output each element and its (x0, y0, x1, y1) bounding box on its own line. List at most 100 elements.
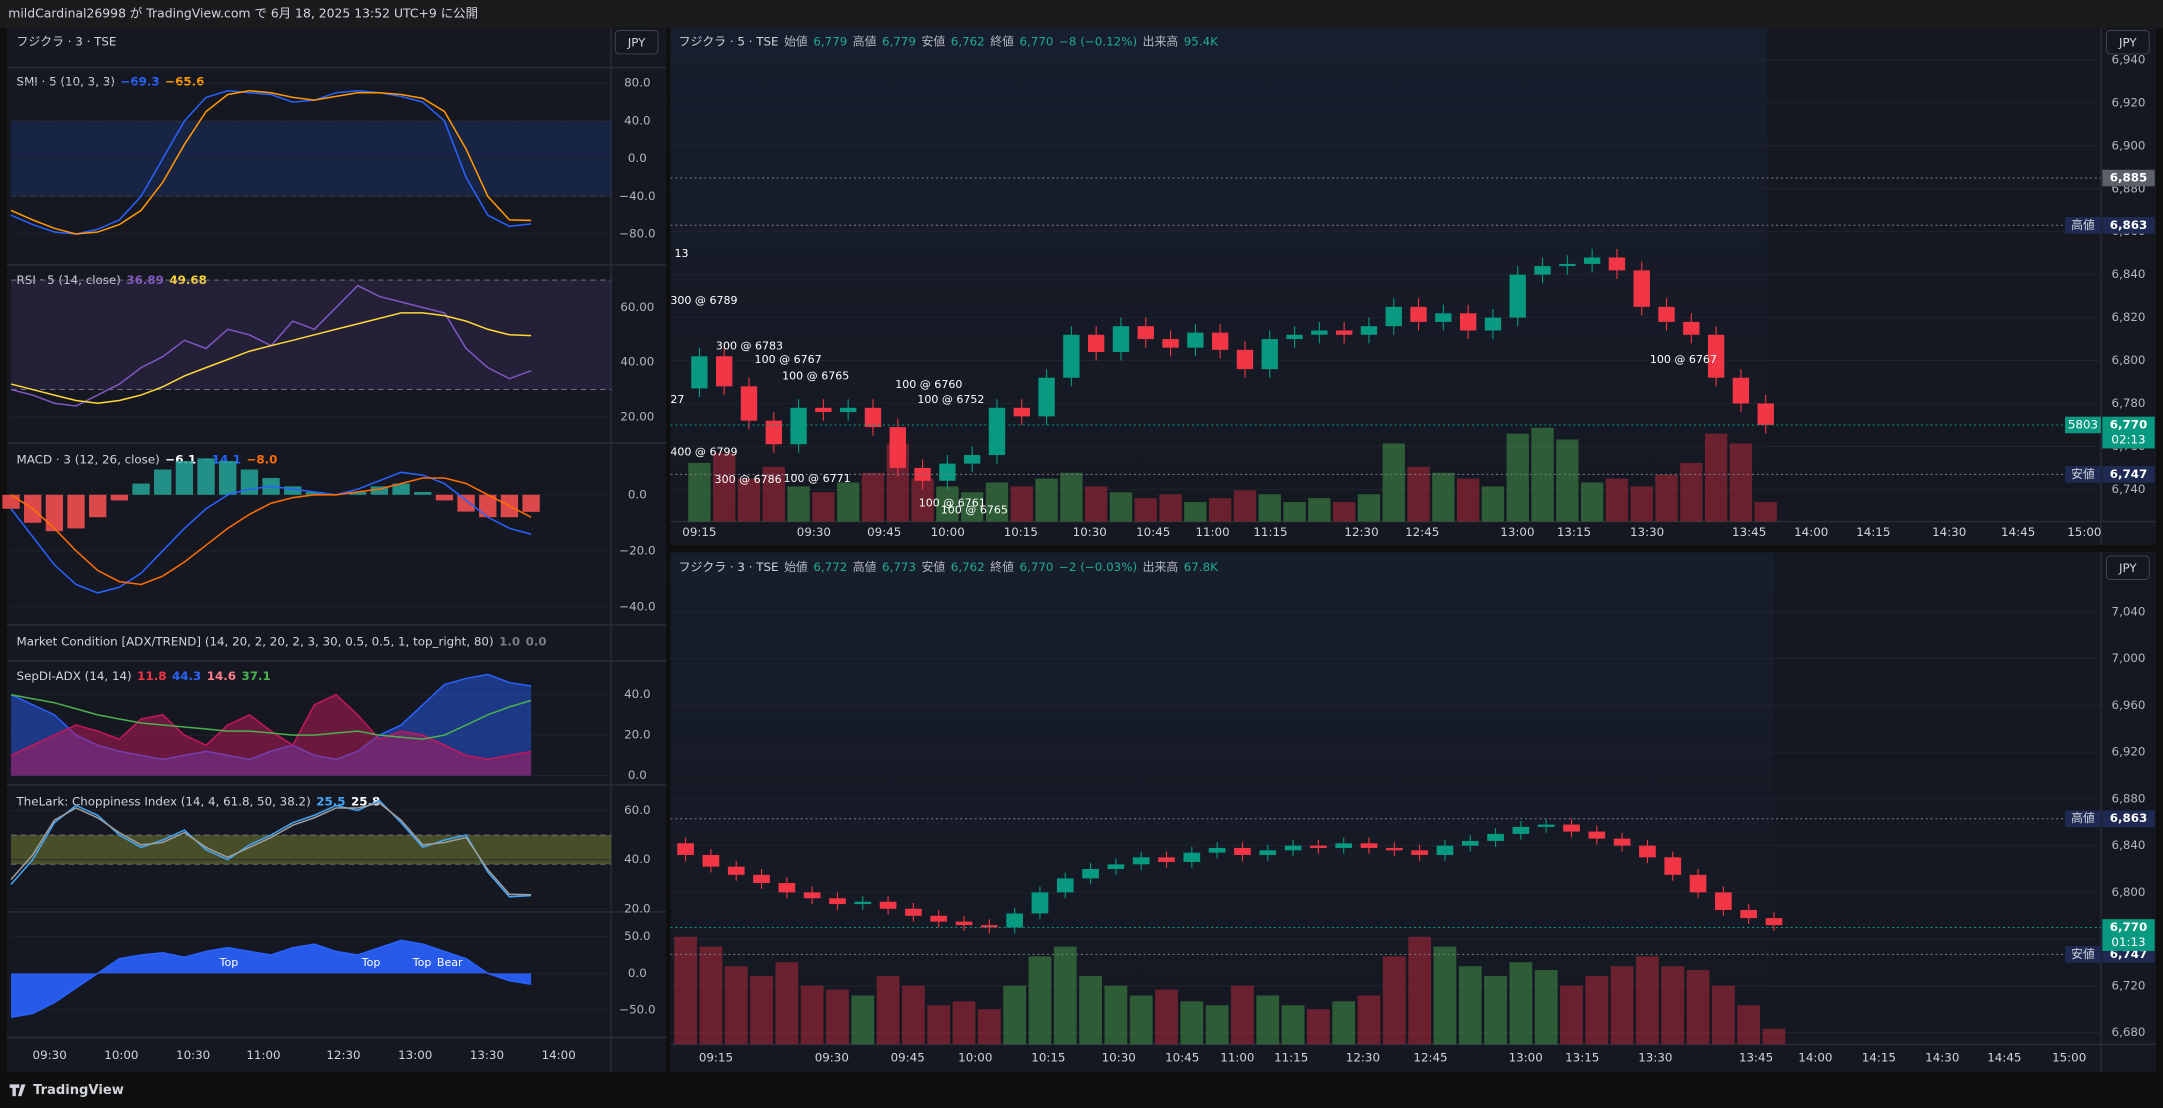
candle-body (677, 843, 694, 855)
y-tick-label: 0.0 (628, 487, 647, 501)
price-label: 6,885 (2110, 171, 2148, 185)
area (11, 694, 532, 776)
time-tick-label: 10:00 (931, 525, 965, 539)
time-tick-label: 13:30 (470, 1048, 504, 1062)
price-label: 6,747 (2110, 467, 2148, 481)
candle-body (1664, 857, 1682, 875)
volume-bar (1283, 502, 1306, 522)
volume-bar (762, 466, 785, 522)
candle-body (1410, 306, 1427, 322)
time-tick-label: 12:45 (1413, 1051, 1447, 1065)
currency-button[interactable] (614, 30, 659, 55)
candle-body (1183, 852, 1201, 862)
legend-item: TheLark: Choppiness Index (14, 4, 61.8, … (16, 794, 311, 808)
candle-body (1689, 874, 1707, 893)
candle-body (1236, 349, 1254, 370)
publish-info: mildCardinal26998 が TradingView.com で 6月… (8, 5, 478, 20)
time-tick-label: 14:30 (1932, 525, 1966, 539)
left-panel (6, 27, 667, 1072)
legend-item: 出来高 (1143, 34, 1179, 48)
histogram-bar (284, 486, 302, 495)
candle-body (1162, 339, 1179, 348)
volume-bar (1484, 975, 1507, 1045)
volume-bar (775, 962, 799, 1045)
candle-body (1284, 845, 1302, 851)
volume-bar (1028, 956, 1052, 1045)
candle-body (988, 407, 1006, 456)
price-tag: 安値 (2071, 947, 2095, 961)
time-tick-label: 14:15 (1862, 1051, 1896, 1065)
price-label: 6,863 (2110, 811, 2148, 825)
volume-bar (826, 989, 849, 1045)
badge: 5803 (2068, 417, 2098, 431)
last-price: 6,770 (2110, 417, 2148, 431)
candle-body (1013, 407, 1030, 417)
candle-body (980, 925, 998, 928)
legend-item: 安値 (922, 560, 946, 574)
candle-body (1459, 313, 1477, 331)
histogram-bar (522, 494, 540, 512)
volume-bar (1357, 995, 1381, 1045)
candle-body (691, 356, 708, 389)
volume-bar (1079, 975, 1102, 1045)
time-tick-label: 14:00 (1798, 1051, 1832, 1065)
candle-body (1613, 838, 1631, 846)
price-tick-label: 6,780 (2112, 396, 2146, 410)
time-tick-label: 09:30 (33, 1048, 67, 1062)
histogram-bar (392, 483, 410, 495)
volume-bar (688, 462, 711, 522)
candle-body (829, 898, 846, 905)
volume-bar (927, 1005, 951, 1045)
currency-button[interactable] (2105, 555, 2150, 581)
volume-bar (1580, 482, 1604, 522)
time-tick-label: 09:30 (815, 1051, 849, 1065)
line (10, 693, 532, 740)
time-tick-label: 13:30 (1630, 525, 1664, 539)
left-pane-separators (6, 67, 667, 1039)
time-tick-label: 13:00 (1509, 1051, 1543, 1065)
volume-bar (787, 486, 810, 522)
price-tick-label: 6,800 (2112, 353, 2146, 367)
volume-bar (1205, 1005, 1229, 1045)
price-tag-bg (2065, 946, 2101, 963)
trade-annotation: 100 @ 6767 (755, 353, 822, 366)
price-tick-label: 6,800 (2112, 885, 2146, 899)
time-tick-label: 10:00 (958, 1051, 992, 1065)
legend-item: 6,762 (951, 34, 985, 48)
legend-item: 67.8K (1184, 560, 1219, 574)
candle-body (963, 455, 981, 464)
volume-bar (1003, 985, 1027, 1045)
volume-bar (851, 995, 875, 1045)
candle-body (790, 407, 807, 445)
volume-bar (1704, 433, 1728, 522)
time-tick-label: 15:00 (2052, 1051, 2086, 1065)
y-tick-label: −80.0 (619, 226, 655, 240)
trade-annotation: 100 @ 6765 (941, 504, 1008, 517)
candle-body (1633, 270, 1650, 307)
area (11, 940, 532, 1018)
candle-body (727, 866, 745, 875)
candle-body (1583, 257, 1601, 264)
trade-annotation: 400 @ 6799 (670, 446, 737, 459)
volume-bar (911, 478, 934, 522)
legend-item: −69.3 (120, 74, 159, 88)
time-tick-label: 12:45 (1405, 525, 1439, 539)
price-tick-label: 6,840 (2112, 838, 2146, 852)
volume-bar (876, 975, 900, 1045)
y-tick-label: 40.0 (624, 852, 650, 866)
legend-item: RSI · 5 (14, close) (17, 273, 121, 287)
y-tick-label: 0.0 (628, 151, 647, 165)
price-label: 6,863 (2110, 218, 2148, 232)
legend: TheLark: Choppiness Index (14, 4, 61.8, … (16, 794, 381, 808)
volume-bar (1686, 970, 1710, 1045)
y-tick-label: 0.0 (628, 768, 647, 782)
legend-item: −8.0 (246, 452, 277, 466)
volume-bar (1233, 490, 1257, 522)
last-price: 6,770 (2110, 920, 2148, 934)
currency-button[interactable] (2105, 30, 2150, 55)
time-tick-label: 12:30 (1346, 1051, 1380, 1065)
legend-item: 44.3 (172, 669, 201, 683)
legend-item: 37.1 (242, 669, 271, 683)
histogram-bar (45, 494, 64, 532)
price-tick-label: 6,900 (2112, 138, 2146, 152)
